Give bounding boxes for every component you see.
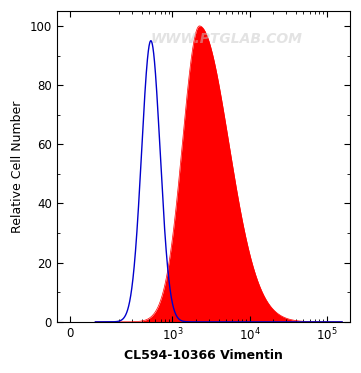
Text: WWW.PTGLAB.COM: WWW.PTGLAB.COM <box>151 32 303 46</box>
Y-axis label: Relative Cell Number: Relative Cell Number <box>11 100 24 233</box>
X-axis label: CL594-10366 Vimentin: CL594-10366 Vimentin <box>124 349 283 362</box>
